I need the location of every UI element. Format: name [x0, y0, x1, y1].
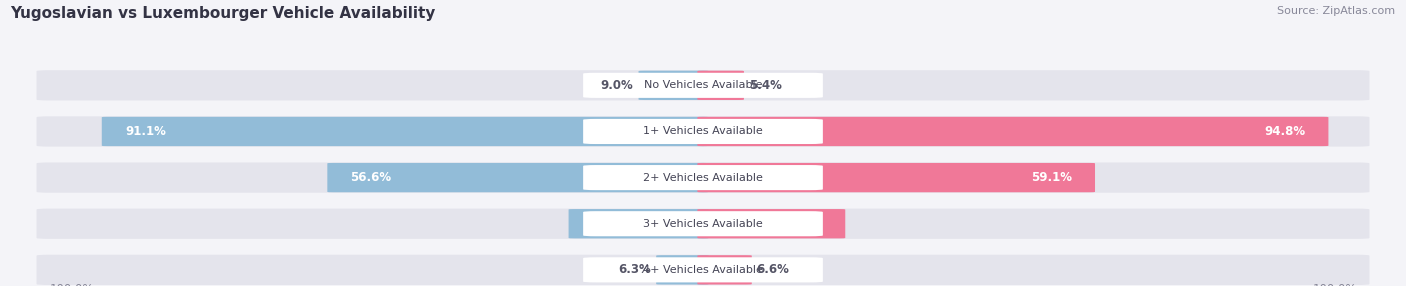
FancyBboxPatch shape: [37, 162, 1369, 193]
Text: 4+ Vehicles Available: 4+ Vehicles Available: [643, 265, 763, 275]
FancyBboxPatch shape: [583, 257, 823, 282]
FancyBboxPatch shape: [101, 117, 709, 146]
Text: 2+ Vehicles Available: 2+ Vehicles Available: [643, 172, 763, 182]
Text: 20.9%: 20.9%: [782, 217, 823, 230]
Text: No Vehicles Available: No Vehicles Available: [644, 80, 762, 90]
Text: 100.0%: 100.0%: [1312, 283, 1357, 286]
Text: Yugoslavian vs Luxembourger Vehicle Availability: Yugoslavian vs Luxembourger Vehicle Avai…: [10, 6, 436, 21]
FancyBboxPatch shape: [37, 70, 1369, 100]
Text: 100.0%: 100.0%: [49, 283, 94, 286]
FancyBboxPatch shape: [328, 163, 709, 192]
FancyBboxPatch shape: [697, 117, 1329, 146]
FancyBboxPatch shape: [638, 71, 709, 100]
Text: 9.0%: 9.0%: [600, 79, 634, 92]
Text: 94.8%: 94.8%: [1264, 125, 1305, 138]
FancyBboxPatch shape: [583, 73, 823, 98]
FancyBboxPatch shape: [657, 255, 709, 285]
Text: Source: ZipAtlas.com: Source: ZipAtlas.com: [1277, 6, 1395, 16]
Text: 6.6%: 6.6%: [756, 263, 790, 276]
Text: 5.4%: 5.4%: [749, 79, 782, 92]
Text: 1+ Vehicles Available: 1+ Vehicles Available: [643, 126, 763, 136]
Text: 56.6%: 56.6%: [350, 171, 392, 184]
Text: 91.1%: 91.1%: [125, 125, 166, 138]
Text: 6.3%: 6.3%: [619, 263, 651, 276]
Text: 59.1%: 59.1%: [1031, 171, 1071, 184]
FancyBboxPatch shape: [37, 208, 1369, 239]
FancyBboxPatch shape: [568, 209, 709, 239]
Text: 19.7%: 19.7%: [592, 217, 633, 230]
FancyBboxPatch shape: [583, 211, 823, 236]
FancyBboxPatch shape: [697, 163, 1095, 192]
FancyBboxPatch shape: [697, 255, 752, 285]
FancyBboxPatch shape: [697, 209, 845, 239]
FancyBboxPatch shape: [37, 255, 1369, 285]
Text: 3+ Vehicles Available: 3+ Vehicles Available: [643, 219, 763, 229]
FancyBboxPatch shape: [583, 119, 823, 144]
FancyBboxPatch shape: [697, 71, 744, 100]
FancyBboxPatch shape: [583, 165, 823, 190]
FancyBboxPatch shape: [37, 116, 1369, 147]
